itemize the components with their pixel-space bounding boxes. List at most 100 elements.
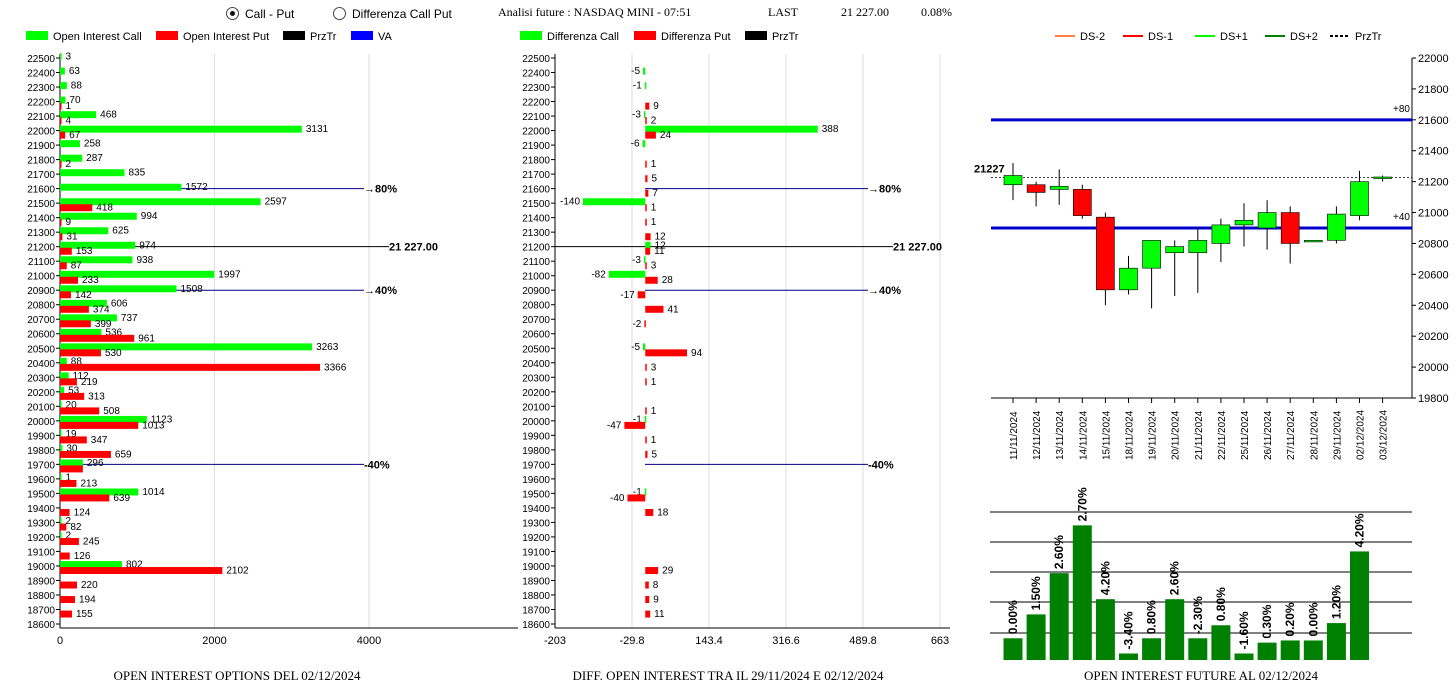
put-bar — [645, 102, 650, 110]
x-tick-label: 14/11/2024 — [1078, 410, 1089, 460]
y-tick-label: 20300 — [27, 373, 55, 384]
oi-bar — [1095, 599, 1115, 660]
legend-label: DS-1 — [1148, 31, 1173, 43]
data-label: 88 — [71, 81, 83, 92]
radio-unselected-icon[interactable] — [333, 7, 346, 20]
y-tick-label: 19500 — [522, 489, 550, 500]
call-bar — [60, 386, 65, 394]
y-tick-label: 18600 — [522, 620, 550, 631]
data-label: 194 — [79, 595, 96, 606]
data-label: 399 — [95, 319, 112, 330]
put-bar — [645, 363, 647, 371]
change-percent: 0.08% — [921, 5, 952, 19]
data-label: 41 — [667, 304, 679, 315]
put-bar — [60, 523, 67, 531]
oi-bar — [1165, 599, 1185, 660]
put-bar — [645, 596, 650, 604]
oi-bar — [1211, 625, 1231, 660]
y-tick-label: 21000 — [522, 272, 550, 283]
put-bar — [60, 247, 72, 255]
data-label: 18 — [657, 507, 669, 518]
call-bar — [643, 343, 646, 351]
put-bar — [624, 421, 646, 429]
y-tick-label: 21000 — [27, 272, 55, 283]
y-tick-label: 19300 — [522, 518, 550, 529]
data-label: -5 — [631, 66, 640, 77]
legend-label: PrzTr — [310, 31, 337, 43]
x-tick-label: 489.8 — [849, 635, 877, 647]
y-tick-label: 19200 — [522, 533, 550, 544]
legend-label: DS+1 — [1220, 31, 1248, 43]
data-label: 153 — [76, 246, 93, 257]
va-label: -40% — [868, 459, 894, 471]
put-bar — [645, 233, 651, 241]
data-label: 1014 — [142, 487, 165, 498]
oi-bar — [1234, 653, 1254, 660]
radio-diff-call-put[interactable]: Differenza Call Put — [333, 7, 452, 21]
va-label: →40% — [868, 285, 901, 297]
legend-label: Differenza Call — [547, 31, 619, 43]
call-bar — [60, 328, 102, 336]
y-tick-label: 19400 — [522, 504, 550, 515]
prztr-label: 21 227.00 — [389, 242, 438, 254]
y-tick-label: 22400 — [27, 69, 55, 80]
data-label: -2 — [632, 319, 641, 330]
x-tick-label: 15/11/2024 — [1101, 410, 1112, 460]
put-bar — [60, 117, 62, 125]
y-tick-label: 21300 — [27, 228, 55, 239]
y-tick-label: 19900 — [522, 431, 550, 442]
y-tick-label: 19600 — [522, 475, 550, 486]
data-label: 0.30% — [1260, 604, 1274, 638]
put-bar — [645, 276, 658, 284]
data-label: 1 — [651, 435, 657, 446]
put-bar — [645, 567, 659, 575]
data-label: 530 — [105, 348, 122, 359]
call-bar — [60, 444, 63, 452]
legend-label: Differenza Put — [661, 31, 731, 43]
x-tick-label: 143.4 — [695, 635, 723, 647]
put-bar — [60, 581, 77, 589]
y-tick-label: 22300 — [27, 83, 55, 94]
data-label: 737 — [121, 313, 138, 324]
data-label: 31 — [66, 232, 78, 243]
put-bar — [60, 479, 77, 487]
put-bar — [60, 363, 321, 371]
put-bar — [60, 291, 71, 299]
data-label: 1 — [66, 472, 72, 483]
chart-title: OPEN INTEREST FUTURE AL 02/12/2024 — [1084, 668, 1319, 683]
candle-body — [1119, 267, 1138, 291]
x-tick-label: 4000 — [357, 635, 381, 647]
x-tick-label: 2000 — [202, 635, 226, 647]
call-bar — [60, 532, 62, 540]
call-bar — [60, 372, 69, 380]
data-label: 63 — [69, 66, 81, 77]
y-tick-label: 20000 — [1418, 362, 1449, 374]
data-label: 5 — [651, 174, 657, 185]
y-tick-label: 20400 — [522, 359, 550, 370]
y-tick-label: 19800 — [522, 446, 550, 457]
y-tick-label: 19700 — [522, 460, 550, 471]
put-bar — [645, 189, 649, 197]
y-tick-label: 20300 — [522, 373, 550, 384]
y-tick-label: 18800 — [522, 591, 550, 602]
y-tick-label: 18700 — [27, 605, 55, 616]
data-label: -40 — [610, 493, 625, 504]
data-label: 2102 — [226, 566, 249, 577]
call-bar — [60, 82, 67, 90]
page-title: Analisi future : NASDAQ MINI - 07:51 — [498, 5, 692, 19]
call-bar — [60, 227, 109, 235]
radio-call-put[interactable]: Call - Put — [226, 7, 294, 21]
data-label: 994 — [141, 211, 158, 222]
data-label: -1 — [633, 487, 642, 498]
data-label: 0.80% — [1214, 587, 1228, 621]
call-bar — [60, 140, 80, 148]
data-label: 659 — [115, 449, 132, 460]
put-bar — [60, 349, 101, 357]
va-label: →80% — [868, 184, 901, 196]
va-label: →80% — [364, 184, 397, 196]
call-bar — [644, 415, 647, 423]
data-label: 536 — [105, 327, 122, 338]
data-label: 11 — [654, 246, 665, 257]
radio-selected-icon[interactable] — [226, 7, 239, 20]
y-tick-label: 19500 — [27, 489, 55, 500]
